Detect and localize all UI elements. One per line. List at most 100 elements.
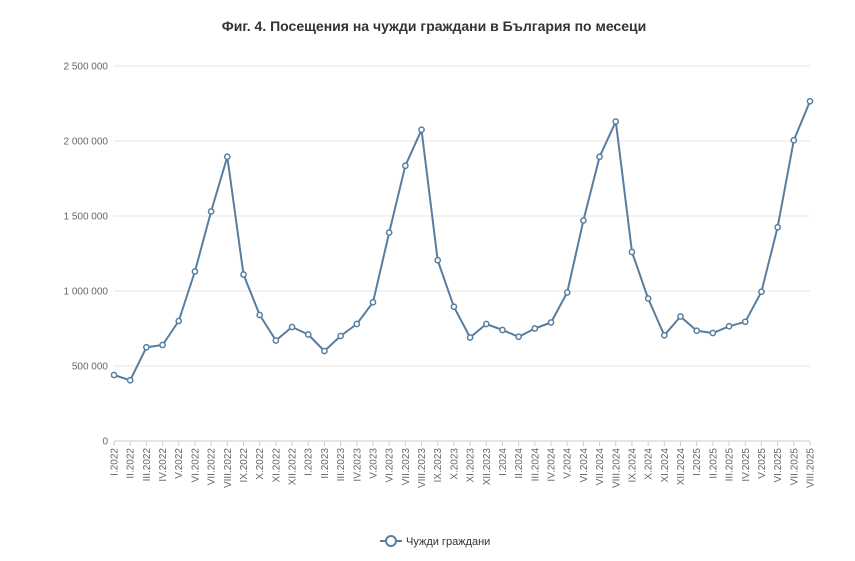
x-tick-label: VI.2025 — [773, 448, 784, 483]
data-point[interactable] — [385, 229, 393, 236]
x-tick-label: VI.2024 — [579, 448, 590, 483]
x-tick-label: V.2022 — [174, 448, 185, 479]
data-point[interactable] — [790, 136, 798, 144]
x-tick-label: XII.2023 — [482, 448, 493, 486]
data-point[interactable] — [288, 323, 296, 331]
data-point[interactable] — [466, 334, 474, 341]
data-point[interactable] — [725, 322, 733, 330]
x-tick-label: X.2024 — [644, 448, 655, 480]
data-point[interactable] — [240, 271, 247, 278]
x-tick-label: I.2022 — [110, 448, 121, 476]
data-point[interactable] — [644, 295, 652, 302]
legend[interactable]: Чужди граждани — [380, 535, 490, 548]
x-tick-label: III.2022 — [142, 448, 153, 482]
x-tick-label: XII.2022 — [288, 448, 299, 486]
data-point[interactable] — [353, 320, 361, 328]
x-tick-label: XII.2024 — [676, 448, 687, 486]
data-point[interactable] — [660, 331, 668, 339]
y-tick-label: 500 000 — [72, 362, 109, 373]
series-line — [113, 100, 811, 382]
x-tick-label: III.2025 — [725, 448, 736, 482]
data-point[interactable] — [515, 333, 523, 341]
x-tick-label: II.2025 — [708, 448, 719, 479]
x-tick-label: VIII.2022 — [223, 448, 234, 488]
x-tick-label: II.2024 — [514, 448, 525, 479]
x-tick-label: X.2022 — [255, 448, 266, 480]
x-tick-label: VII.2024 — [595, 448, 606, 486]
x-tick-label: V.2025 — [757, 448, 768, 479]
data-point[interactable] — [499, 326, 506, 334]
x-tick-label: VIII.2025 — [806, 448, 817, 488]
chart-title: Фиг. 4. Посещения на чужди граждани в Бъ… — [222, 18, 646, 34]
x-tick-label: VII.2022 — [207, 448, 218, 486]
x-tick-label: II.2022 — [126, 448, 137, 479]
data-point[interactable] — [369, 298, 377, 306]
x-tick-label: VII.2025 — [789, 448, 800, 486]
data-point[interactable] — [693, 327, 701, 335]
x-tick-label: VI.2022 — [190, 448, 201, 483]
x-tick-label: V.2023 — [368, 448, 379, 479]
x-tick-label: IV.2025 — [741, 448, 752, 482]
data-point[interactable] — [256, 311, 264, 319]
data-point[interactable] — [709, 329, 717, 337]
y-tick-label: 0 — [102, 437, 108, 448]
data-point[interactable] — [580, 217, 587, 224]
data-point[interactable] — [806, 97, 814, 105]
x-tick-label: IV.2024 — [547, 448, 558, 482]
x-axis-ticks: I.2022 II.2022 III.2022 IV.2022 V.2022 VI.202… — [110, 441, 817, 488]
data-point[interactable] — [110, 371, 118, 379]
data-point[interactable] — [321, 347, 328, 355]
x-tick-label: I.2023 — [304, 448, 315, 476]
data-point[interactable] — [337, 332, 344, 340]
x-tick-label: XI.2024 — [660, 448, 671, 483]
data-point[interactable] — [191, 268, 199, 275]
data-point[interactable] — [304, 331, 312, 338]
data-point[interactable] — [758, 288, 765, 296]
data-point[interactable] — [482, 320, 490, 328]
data-point[interactable] — [563, 289, 571, 296]
legend-marker-icon — [385, 535, 397, 547]
x-tick-label: X.2023 — [449, 448, 460, 480]
data-point[interactable] — [774, 223, 781, 231]
data-point[interactable] — [126, 376, 134, 384]
y-tick-label: 2 500 000 — [64, 62, 109, 73]
x-tick-label: III.2024 — [530, 448, 541, 482]
data-point[interactable] — [223, 153, 231, 161]
data-point[interactable] — [401, 162, 409, 170]
data-point[interactable] — [547, 319, 555, 326]
x-tick-label: XI.2023 — [466, 448, 477, 483]
x-tick-label: III.2023 — [336, 448, 347, 482]
data-point[interactable] — [450, 303, 458, 311]
y-tick-label: 2 000 000 — [64, 137, 109, 148]
series-layer — [110, 97, 814, 384]
x-tick-label: VI.2023 — [385, 448, 396, 483]
x-tick-label: IV.2022 — [158, 448, 169, 482]
legend-label: Чужди граждани — [406, 536, 490, 548]
data-point[interactable] — [677, 313, 684, 320]
data-point[interactable] — [418, 126, 425, 134]
data-point[interactable] — [531, 325, 539, 332]
data-point[interactable] — [741, 318, 749, 326]
y-axis-ticks: 0 500 000 1 000 000 1 500 000 2 000 000 2 500… — [64, 62, 109, 448]
data-point[interactable] — [596, 153, 603, 161]
x-tick-label: I.2024 — [498, 448, 509, 476]
x-tick-label: IX.2022 — [239, 448, 250, 483]
x-tick-label: V.2024 — [563, 448, 574, 479]
data-point[interactable] — [207, 208, 215, 215]
data-point[interactable] — [143, 343, 150, 351]
x-tick-label: IV.2023 — [352, 448, 363, 482]
data-point[interactable] — [175, 317, 183, 325]
x-tick-label: IX.2023 — [433, 448, 444, 483]
x-tick-label: XI.2022 — [271, 448, 282, 483]
gridlines — [114, 65, 810, 442]
x-tick-label: II.2023 — [320, 448, 331, 479]
y-tick-label: 1 500 000 — [64, 212, 109, 223]
data-point[interactable] — [628, 248, 636, 256]
data-point[interactable] — [272, 337, 280, 344]
x-tick-label: IX.2024 — [627, 448, 638, 483]
x-tick-label: VIII.2023 — [417, 448, 428, 488]
data-point[interactable] — [434, 256, 442, 264]
data-point[interactable] — [159, 341, 166, 349]
data-point[interactable] — [612, 118, 620, 125]
